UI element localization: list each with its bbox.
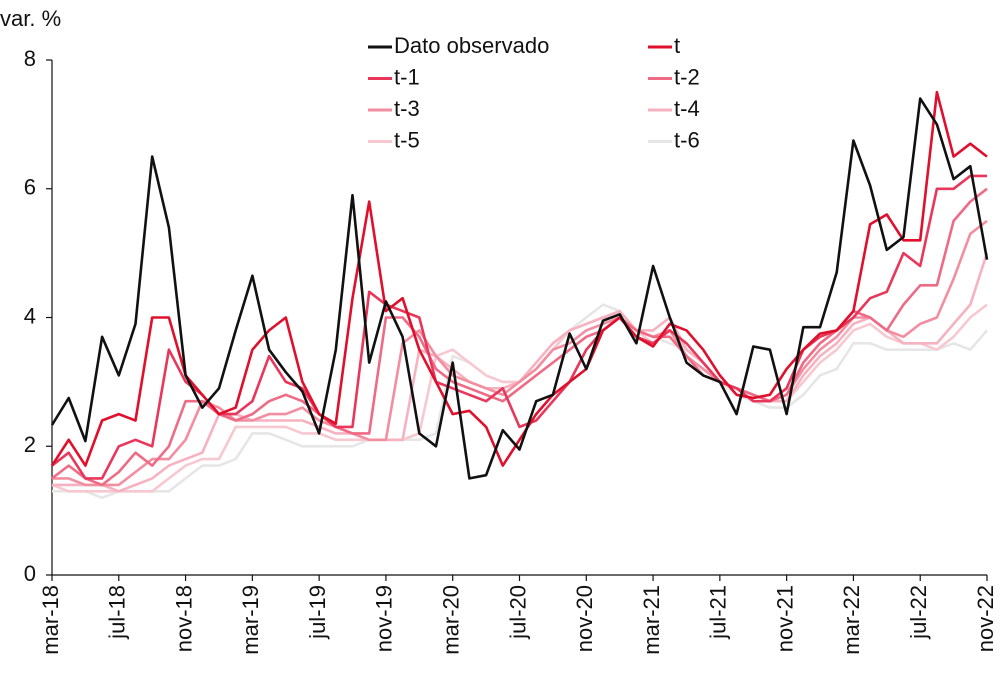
series-line xyxy=(50,90,988,467)
x-tick-label: nov-19 xyxy=(372,585,397,652)
y-tick-label: 6 xyxy=(24,175,36,200)
x-tick-label: mar-18 xyxy=(38,585,63,655)
x-tick-label: jul-20 xyxy=(505,585,530,640)
x-tick-label: nov-21 xyxy=(772,585,797,652)
y-tick-label: 4 xyxy=(24,303,36,328)
legend-label: t-4 xyxy=(674,96,700,121)
series-line xyxy=(50,97,989,480)
x-tick-label: mar-20 xyxy=(439,585,464,655)
y-axis-title: var. % xyxy=(0,6,61,31)
x-tick-label: jul-21 xyxy=(706,585,731,640)
legend-label: t xyxy=(674,33,680,58)
y-tick-label: 0 xyxy=(24,561,36,586)
legend-label: t-1 xyxy=(394,64,420,89)
y-tick-label: 2 xyxy=(24,432,36,457)
x-tick-label: mar-19 xyxy=(238,585,263,655)
y-tick-label: 8 xyxy=(24,46,36,71)
legend-label: t-5 xyxy=(394,127,420,152)
x-tick-label: mar-21 xyxy=(639,585,664,655)
x-tick-label: nov-18 xyxy=(171,585,196,652)
legend-label: Dato observado xyxy=(394,33,549,58)
legend-label: t-2 xyxy=(674,64,700,89)
x-tick-label: nov-22 xyxy=(973,585,998,652)
x-tick-label: nov-20 xyxy=(572,585,597,652)
x-tick-label: jul-19 xyxy=(305,585,330,640)
x-tick-label: mar-22 xyxy=(839,585,864,655)
legend-label: t-3 xyxy=(394,96,420,121)
x-tick-label: jul-22 xyxy=(906,585,931,640)
x-tick-label: jul-18 xyxy=(105,585,130,640)
series-line xyxy=(52,219,988,487)
series-line xyxy=(52,252,989,493)
legend-label: t-6 xyxy=(674,127,700,152)
series-line xyxy=(51,187,988,487)
